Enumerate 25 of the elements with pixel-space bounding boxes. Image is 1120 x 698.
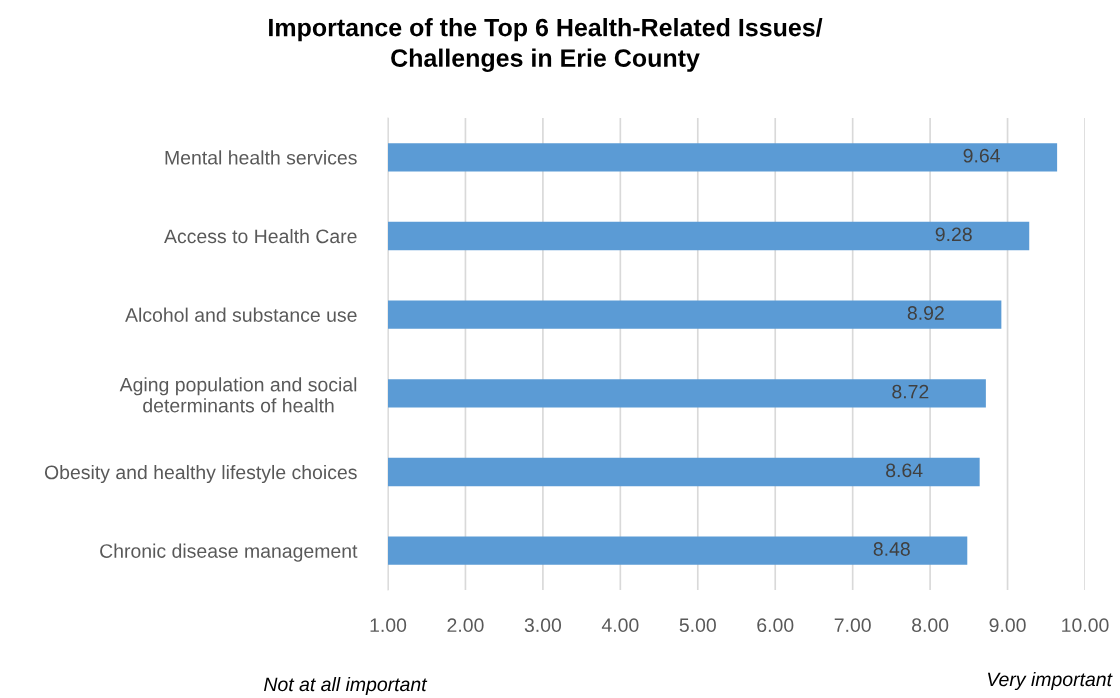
- data-label: 8.92: [907, 306, 944, 320]
- data-label: 9.64: [963, 148, 1000, 163]
- data-label: 8.48: [873, 542, 910, 556]
- text: Very important: [987, 671, 1113, 691]
- y-tick-label: Alcohol and substance use: [125, 307, 357, 322]
- data-label: 9.28: [935, 227, 972, 242]
- text: Not at all important: [264, 676, 428, 696]
- x-tick-label: 8.00: [912, 618, 949, 633]
- x-tick-label: 2.00: [447, 618, 484, 633]
- chart-title: Importance of the Top 6 Health-Related Issues/ Challenges in Erie County: [269, 18, 823, 72]
- data-label: 8.72: [892, 384, 929, 399]
- x-tick-label: 1.00: [370, 618, 407, 633]
- x-tick-label: 5.00: [679, 618, 716, 633]
- x-tick-label: 4.00: [601, 618, 639, 633]
- x-tick-label: 10.00: [1062, 618, 1109, 633]
- y-tick-label: Access to Health Care: [164, 228, 357, 244]
- y-tick-label: Chronic disease management: [100, 543, 358, 562]
- y-tick-label: Obesity and healthy lifestyle choices: [44, 464, 357, 484]
- y-tick-label: Aging population and social determinants of health: [119, 377, 357, 413]
- x-tick-label: 7.00: [834, 618, 871, 633]
- data-label: 8.64: [886, 463, 923, 478]
- x-tick-label: 3.00: [524, 618, 562, 633]
- y-tick-label: Mental health services: [165, 150, 357, 165]
- x-tick-label: 9.00: [989, 618, 1026, 633]
- x-tick-label: 6.00: [757, 618, 794, 633]
